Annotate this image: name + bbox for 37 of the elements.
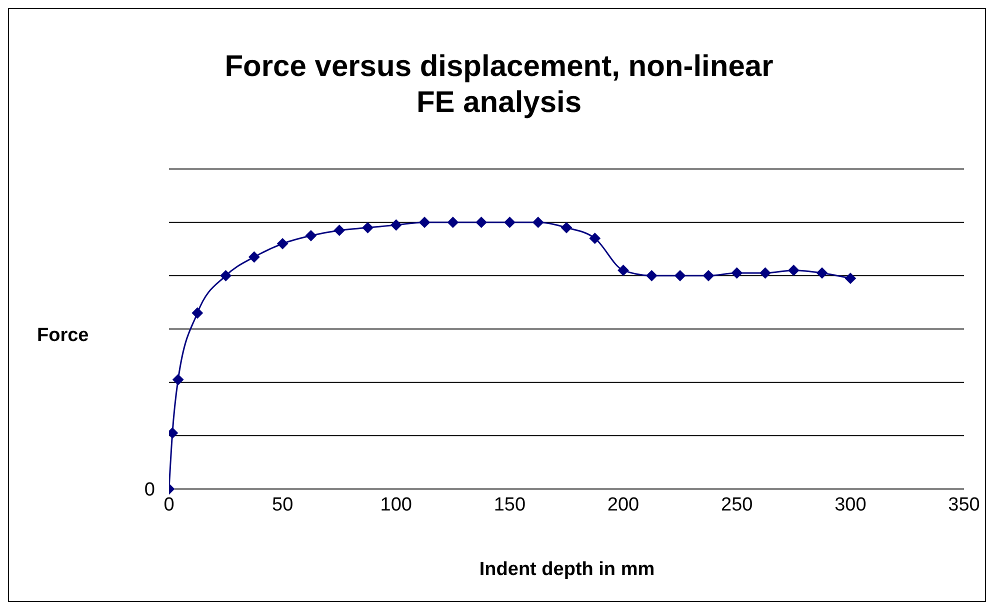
point — [305, 230, 316, 242]
x-tick-label: 350 — [948, 494, 980, 516]
point — [702, 270, 714, 282]
point — [504, 216, 516, 228]
x-tick-label: 0 — [164, 494, 174, 516]
point — [760, 268, 771, 278]
point — [788, 264, 800, 276]
x-tick-label: 250 — [721, 494, 753, 516]
annotation: 0 — [144, 480, 155, 501]
point — [618, 264, 629, 276]
point — [589, 232, 600, 244]
x-tick-label: 200 — [607, 494, 640, 516]
y-axis-title: Force — [37, 325, 89, 347]
point — [277, 238, 288, 250]
point — [172, 374, 184, 386]
point — [646, 270, 658, 282]
x-axis-title: Indent depth in mm — [478, 559, 656, 581]
x-tick-label: 50 — [272, 494, 294, 516]
point — [192, 308, 203, 318]
chart-title: Force versus displacement, non-linear FE analysis — [224, 49, 774, 121]
point — [248, 252, 260, 262]
point — [816, 268, 828, 278]
x-tick-label: 150 — [494, 494, 526, 516]
point — [390, 220, 402, 230]
x-tick-label: 100 — [380, 494, 412, 516]
x-tick-label: 300 — [834, 494, 866, 516]
point — [476, 216, 487, 228]
point — [447, 216, 458, 228]
point — [731, 268, 742, 278]
point — [674, 270, 686, 282]
point — [220, 270, 232, 282]
point — [561, 222, 572, 234]
point — [334, 224, 345, 236]
point — [532, 216, 544, 228]
point — [419, 216, 430, 228]
point — [362, 222, 374, 234]
point — [844, 272, 856, 284]
